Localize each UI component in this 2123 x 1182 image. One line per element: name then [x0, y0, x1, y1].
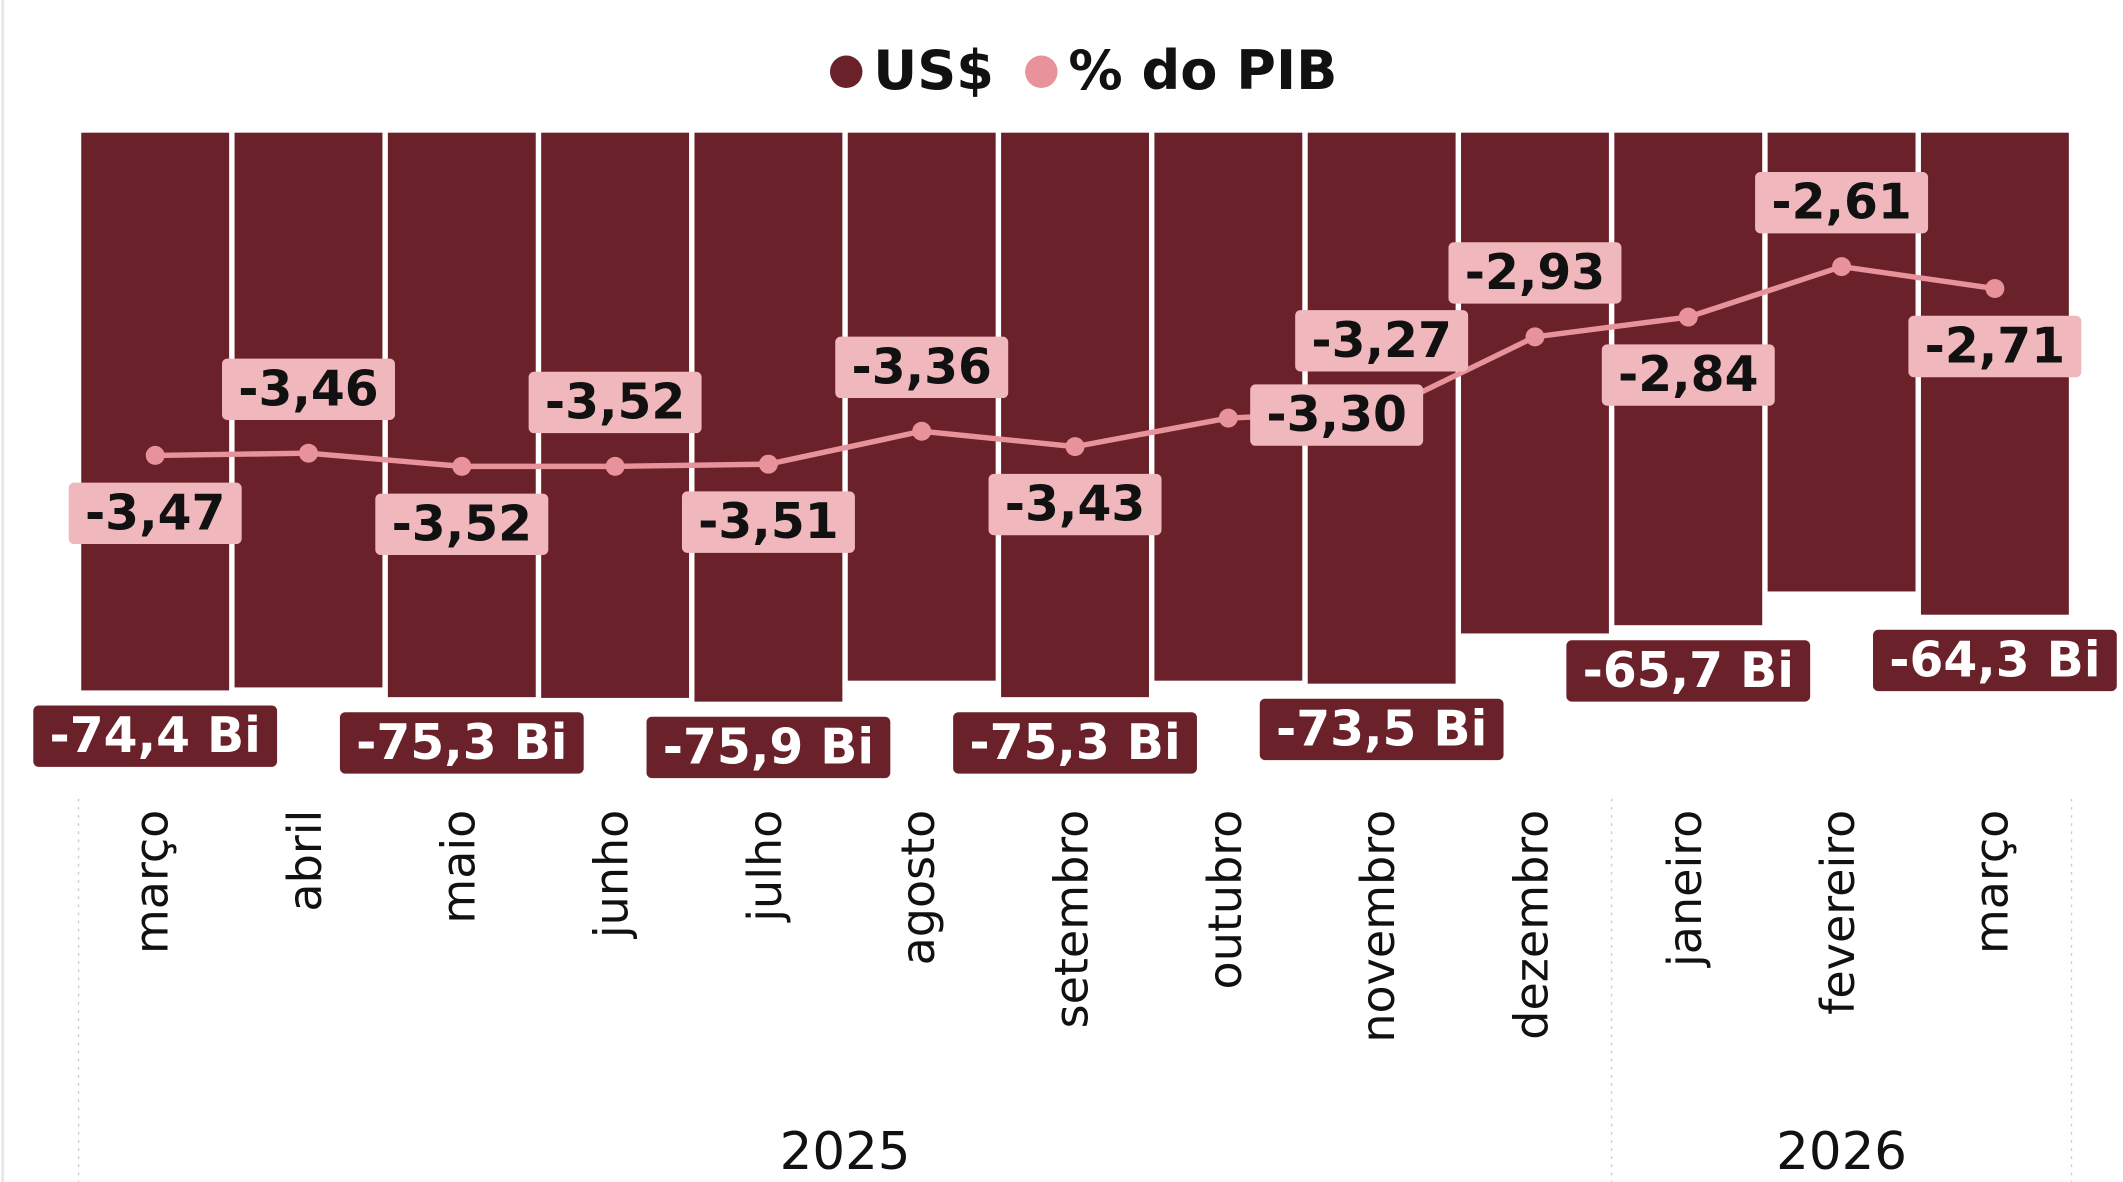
- line-value-label: -3,27: [1311, 313, 1451, 369]
- bar: [387, 132, 536, 698]
- line-point: [299, 443, 318, 463]
- legend-marker: [1025, 55, 1058, 89]
- line-point: [912, 421, 932, 441]
- line-point: [145, 445, 165, 465]
- line-value-label-bg: [681, 491, 855, 553]
- line-value-label: -3,30: [1266, 387, 1406, 443]
- line-value-label-bg: [222, 358, 395, 420]
- line-value-label: -2,61: [1771, 175, 1911, 231]
- line-value-label-bg: [1601, 344, 1775, 406]
- bar: [694, 132, 843, 702]
- bar-value-label-bg: [953, 712, 1197, 774]
- line-value-label-bg: [1448, 242, 1622, 304]
- x-tick-label: março: [1964, 810, 2018, 954]
- line-point: [1525, 327, 1545, 347]
- line-point: [1985, 279, 2005, 299]
- line-value-label: -2,84: [1618, 347, 1758, 403]
- line-value-label-bg: [375, 493, 549, 556]
- group-label: 2026: [1776, 1122, 1907, 1182]
- group-label: 2025: [780, 1122, 911, 1182]
- x-tick-label: julho: [738, 810, 792, 923]
- x-tick-label: maio: [431, 810, 485, 924]
- bar-value-label-bg: [339, 712, 584, 774]
- line-point: [1678, 307, 1698, 327]
- line-value-label: -3,43: [1005, 477, 1145, 533]
- line-value-label-bg: [1295, 310, 1469, 372]
- x-tick-label: novembro: [1351, 810, 1405, 1043]
- line-value-label: -3,52: [392, 496, 532, 552]
- line-value-label-bg: [528, 371, 702, 434]
- x-tick-label: janeiro: [1658, 810, 1712, 968]
- x-tick-label: fevereiro: [1811, 810, 1865, 1015]
- line-point: [1832, 257, 1852, 277]
- line-value-label: -3,47: [85, 485, 225, 541]
- line-value-label: -2,71: [1925, 318, 2065, 374]
- x-tick-label: abril: [278, 810, 332, 912]
- bar-value-label: -75,3 Bi: [356, 715, 567, 771]
- line-point: [452, 456, 472, 476]
- x-tick-label: junho: [585, 810, 639, 939]
- bar-value-label-bg: [1566, 640, 1811, 702]
- line-value-label: -3,52: [545, 374, 685, 430]
- line-point: [605, 456, 625, 476]
- line-value-label: -3,46: [238, 361, 378, 417]
- bar-value-label-bg: [646, 716, 891, 779]
- bar: [1001, 132, 1149, 698]
- legend: US$ % do PIB: [829, 39, 1337, 102]
- x-tick-label: dezembro: [1504, 810, 1558, 1040]
- legend-label: % do PIB: [1068, 39, 1337, 102]
- bar: [1461, 132, 1609, 634]
- line-point: [758, 454, 778, 474]
- line-value-label-bg: [1250, 384, 1424, 446]
- x-tick-label: agosto: [891, 810, 945, 966]
- line-value-label: -2,93: [1465, 245, 1605, 301]
- legend-label: US$: [873, 39, 994, 102]
- x-tick-label: outubro: [1198, 810, 1252, 990]
- line-value-label-bg: [1755, 171, 1929, 234]
- bar-value-label-bg: [1259, 698, 1504, 761]
- bar-value-label: -65,7 Bi: [1583, 643, 1794, 699]
- line-value-label-bg: [835, 336, 1009, 399]
- bar: [847, 132, 996, 681]
- line-point: [1218, 408, 1238, 428]
- x-tick-label: setembro: [1045, 810, 1099, 1029]
- line-value-label: -3,36: [851, 339, 991, 395]
- bar-value-label-bg: [1872, 629, 2117, 692]
- legend-marker: [829, 55, 863, 89]
- line-value-label-bg: [1908, 315, 2082, 378]
- line-point: [1065, 437, 1085, 457]
- bar-value-label: -75,3 Bi: [969, 715, 1180, 771]
- bar-value-label: -73,5 Bi: [1276, 701, 1487, 757]
- bar-value-label: -75,9 Bi: [663, 719, 874, 775]
- bar: [81, 132, 230, 691]
- bar-value-label-bg: [33, 705, 278, 767]
- x-tick-label: março: [125, 810, 179, 954]
- line-value-label: -3,51: [698, 494, 838, 550]
- bar-value-label: -74,4 Bi: [50, 708, 261, 764]
- line-value-label-bg: [988, 473, 1162, 536]
- bar-value-label: -64,3 Bi: [1889, 632, 2100, 688]
- line-value-label-bg: [68, 482, 242, 545]
